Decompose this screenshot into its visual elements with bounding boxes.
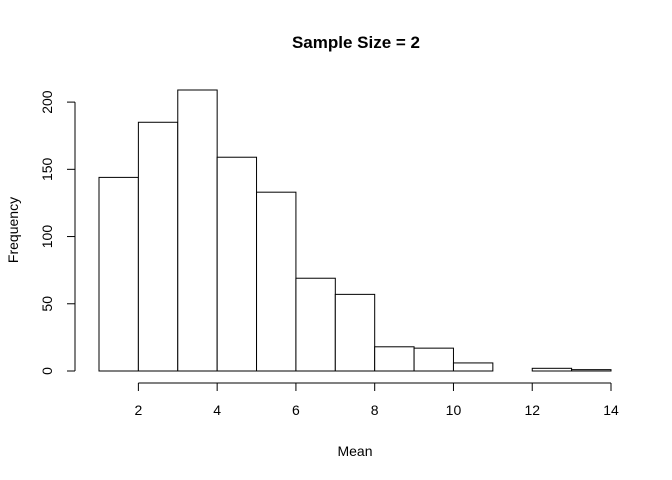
histogram-bar-13 (571, 369, 612, 372)
x-tick-label-10: 10 (446, 402, 462, 418)
x-tick-label-14: 14 (603, 402, 619, 418)
histogram-bar-10 (452, 362, 494, 372)
bars-group (98, 89, 612, 372)
y-tick-label-100: 100 (39, 225, 55, 249)
histogram-bar-6 (295, 277, 336, 372)
y-tick-label-0: 0 (39, 367, 55, 375)
x-tick-label-4: 4 (213, 402, 221, 418)
y-tick-label-150: 150 (39, 157, 55, 181)
histogram-bar-7 (334, 293, 376, 372)
y-axis: 0 50 100 150 200 (39, 90, 76, 375)
histogram-bar-2 (137, 121, 179, 372)
y-axis-label: Frequency (5, 197, 21, 263)
histogram-bar-1 (98, 176, 139, 372)
chart-title: Sample Size = 2 (292, 33, 420, 52)
x-tick-label-8: 8 (371, 402, 379, 418)
x-axis: 2 4 6 8 10 12 14 (134, 382, 619, 418)
histogram-bar-9 (413, 347, 454, 372)
y-tick-label-50: 50 (39, 296, 55, 312)
x-axis-label: Mean (337, 443, 372, 459)
histogram-bar-8 (374, 346, 415, 372)
y-tick-label-200: 200 (39, 90, 55, 114)
histogram-bar-5 (256, 191, 297, 372)
x-tick-label-2: 2 (134, 402, 142, 418)
x-tick-label-6: 6 (292, 402, 300, 418)
x-tick-label-12: 12 (524, 402, 540, 418)
histogram-bar-12 (531, 367, 573, 372)
histogram-bar-4 (216, 156, 258, 372)
histogram-bar-3 (177, 89, 218, 372)
